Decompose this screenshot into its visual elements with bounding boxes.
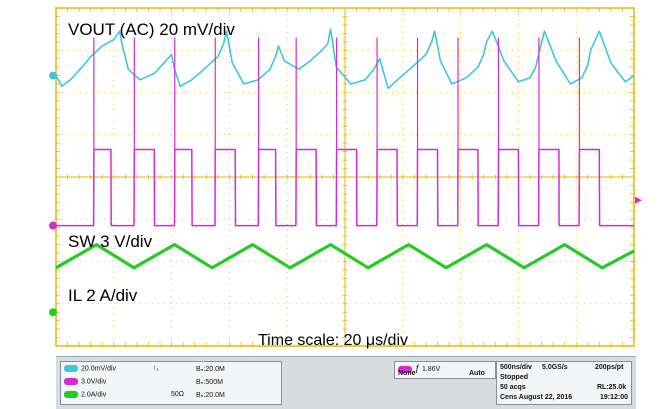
timebase: 500ns/div <box>500 364 532 371</box>
resolution: 200ps/pt <box>595 364 624 371</box>
ch3-scale: 2.0A/div <box>81 391 107 399</box>
trigger-panel[interactable]: ƒ 1.86V None Auto <box>394 361 496 379</box>
il-trace <box>55 243 635 270</box>
ch3-marker <box>49 308 57 317</box>
sw-annotation: SW 3 V/div <box>68 232 153 251</box>
il-annotation: IL 2 A/div <box>68 286 138 305</box>
acq-state: Stopped <box>500 374 528 381</box>
acquisition-panel: 500ns/div 5.0GS/s 200ps/pt Stopped 50 ac… <box>496 361 632 405</box>
trigger-none: None <box>398 370 416 377</box>
ch3-impedance: 50Ω <box>171 391 185 398</box>
ch2-badge <box>64 378 78 385</box>
trigger-row: ƒ 1.86V <box>398 363 440 373</box>
sw-trace <box>56 148 634 227</box>
ch2-bw: Bₙ:500M <box>196 379 223 386</box>
acq-count: 50 acqs <box>500 384 526 391</box>
trigger-mode: Auto <box>469 370 485 377</box>
trigger-level-marker <box>635 196 642 204</box>
ch1-badge <box>64 365 78 372</box>
ch1-scale: 20.0mV/div <box>81 365 117 373</box>
ch3-bw: Bₙ:20.0M <box>196 392 225 399</box>
ch1-row[interactable]: 20.0mV/div <box>64 365 116 372</box>
acq-time: 19:12:00 <box>600 394 629 401</box>
acq-date: Cens August 22, 2016 <box>500 394 573 401</box>
ch3-badge <box>64 391 78 398</box>
trigger-level: 1.86V <box>421 366 441 373</box>
ch1-bw: Bₙ:20.0M <box>196 366 225 373</box>
ch3-row[interactable]: 2.0A/div <box>64 391 106 398</box>
vout-annotation: VOUT (AC) 20 mV/div <box>68 20 235 39</box>
ch1-icon: ↑₁ <box>153 365 159 372</box>
record-length: RL:25.0k <box>597 384 627 391</box>
time-annotation: Time scale: 20 μs/div <box>258 332 409 349</box>
channel-panel: 20.0mV/div ↑₁ Bₙ:20.0M 3.0V/div Bₙ:500M … <box>60 361 282 405</box>
ch2-scale: 3.0V/div <box>81 378 107 386</box>
ch1-marker <box>49 71 57 80</box>
trigger-source-badge <box>398 365 412 373</box>
ch2-marker <box>49 221 57 230</box>
ch2-row[interactable]: 3.0V/div <box>64 378 106 385</box>
status-bar: 20.0mV/div ↑₁ Bₙ:20.0M 3.0V/div Bₙ:500M … <box>56 356 636 409</box>
sample-rate: 5.0GS/s <box>542 364 568 371</box>
trigger-slope-icon: ƒ <box>415 363 421 373</box>
